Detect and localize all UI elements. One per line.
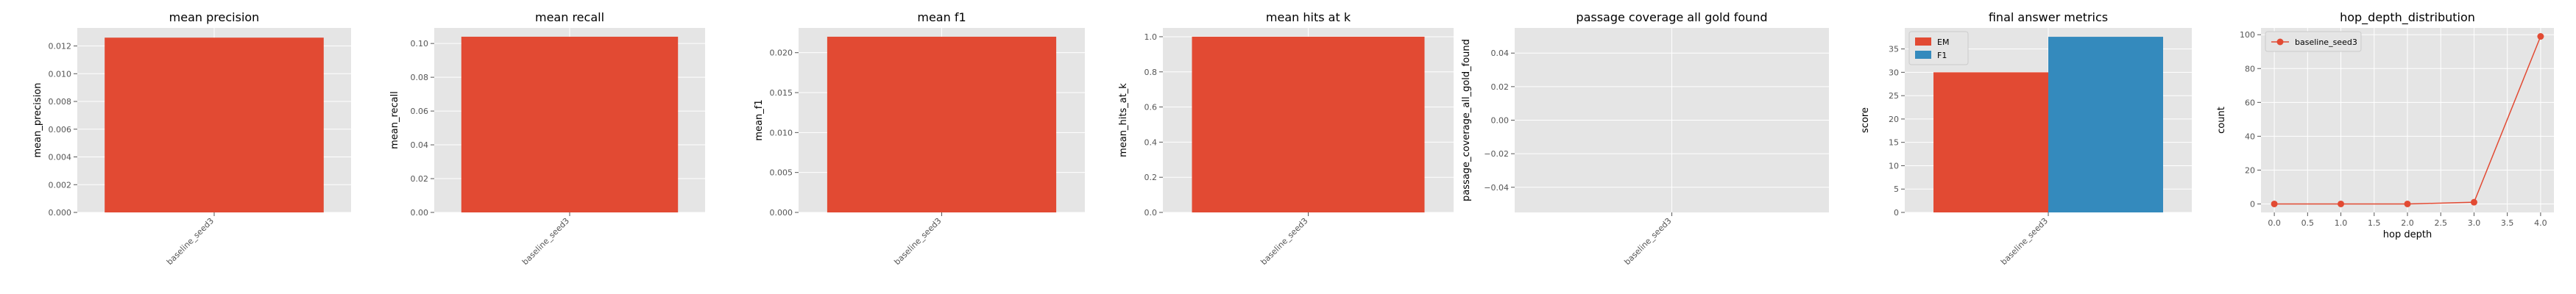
y-tick-label: 0.8 bbox=[1144, 68, 1158, 77]
subplot-title: passage coverage all gold found bbox=[1576, 10, 1767, 24]
y-tick-label: −0.04 bbox=[1484, 183, 1509, 193]
subplot-5: −0.04 −0.02 0.00 0.02 0.04 baseline_seed3 pass… bbox=[1461, 10, 1829, 267]
y-tick-label: 35 bbox=[1889, 45, 1899, 54]
legend-label: F1 bbox=[1937, 51, 1947, 60]
y-tick-label: 0 bbox=[1894, 208, 1899, 218]
y-tick-label: 0.08 bbox=[411, 73, 429, 82]
x-tick-label: baseline_seed3 bbox=[892, 216, 943, 267]
y-tick-label: 0.000 bbox=[49, 208, 72, 218]
y-tick-label: 0.6 bbox=[1144, 103, 1158, 112]
x-tick-label: 4.0 bbox=[2534, 218, 2547, 228]
x-axis-label: hop depth bbox=[2383, 229, 2432, 240]
y-tick-label: 0.004 bbox=[49, 153, 72, 162]
y-axis-label: count bbox=[2216, 107, 2227, 134]
subplot-7: 0 20 40 60 80 100 0.0 0.5 1.0 1.5 2.0 2.5 3.0 3.5 4.0 h… bbox=[2216, 10, 2554, 240]
x-tick-label: 3.5 bbox=[2501, 218, 2514, 228]
y-tick-label: 0.008 bbox=[49, 97, 72, 107]
y-axis-label: passage_coverage_all_gold_found bbox=[1461, 39, 1472, 201]
y-tick-label: 0.015 bbox=[770, 88, 793, 98]
bar bbox=[105, 37, 324, 212]
data-point bbox=[2271, 200, 2278, 207]
data-point bbox=[2470, 198, 2477, 206]
legend-swatch bbox=[1915, 51, 1931, 59]
x-tick-label: baseline_seed3 bbox=[1622, 216, 1673, 267]
subplot-4: 0.0 0.2 0.4 0.6 0.8 1.0 baseline_seed3 mean hit… bbox=[1118, 10, 1454, 267]
legend-box bbox=[2265, 31, 2362, 52]
y-axis-label: mean_precision bbox=[32, 82, 43, 157]
subplot-title: mean f1 bbox=[917, 10, 966, 24]
bar bbox=[461, 36, 679, 213]
data-point bbox=[2537, 33, 2544, 40]
x-tick-label: 1.0 bbox=[2335, 218, 2348, 228]
y-axis-label: mean_hits_at_k bbox=[1118, 83, 1129, 157]
subplot-title: mean hits at k bbox=[1266, 10, 1351, 24]
y-tick-label: 0.010 bbox=[49, 69, 72, 79]
x-tick-label: 3.0 bbox=[2468, 218, 2481, 228]
y-tick-label: 0.012 bbox=[49, 42, 72, 51]
y-tick-label: 40 bbox=[2245, 132, 2255, 141]
y-tick-label: 0.04 bbox=[1491, 49, 1510, 58]
y-axis-label: mean_f1 bbox=[754, 99, 765, 140]
y-tick-label: 0.04 bbox=[411, 140, 429, 150]
y-tick-label: 0.010 bbox=[770, 128, 793, 137]
x-tick-label: baseline_seed3 bbox=[520, 216, 571, 267]
y-tick-label: 0.02 bbox=[1491, 82, 1510, 92]
bar bbox=[1192, 36, 1425, 213]
y-tick-label: 0.005 bbox=[770, 168, 793, 178]
y-tick-label: 0.4 bbox=[1144, 137, 1158, 147]
y-tick-label: 30 bbox=[1889, 68, 1899, 77]
subplot-2: 0.00 0.02 0.04 0.06 0.08 0.10 baseline_seed3 me… bbox=[389, 10, 705, 267]
y-tick-label: 15 bbox=[1889, 138, 1899, 148]
y-tick-label: 0.2 bbox=[1144, 173, 1158, 182]
y-tick-label: 20 bbox=[2245, 165, 2255, 175]
legend-marker bbox=[2276, 38, 2284, 46]
legend-label: baseline_seed3 bbox=[2295, 37, 2357, 47]
y-tick-label: 20 bbox=[1889, 115, 1899, 124]
y-tick-label: 0.006 bbox=[49, 125, 72, 135]
subplot-title: hop_depth_distribution bbox=[2340, 10, 2475, 25]
legend-label: EM bbox=[1937, 37, 1949, 47]
bar-em bbox=[1933, 72, 2048, 212]
x-tick-label: baseline_seed3 bbox=[165, 216, 216, 267]
y-tick-label: 25 bbox=[1889, 91, 1899, 101]
x-tick-label: 2.5 bbox=[2434, 218, 2447, 228]
y-tick-label: 0.00 bbox=[411, 208, 429, 218]
y-tick-label: 0.002 bbox=[49, 180, 72, 190]
x-tick-label: baseline_seed3 bbox=[1999, 216, 2050, 267]
x-tick-label: 2.0 bbox=[2401, 218, 2414, 228]
y-tick-label: 0 bbox=[2250, 199, 2255, 209]
y-tick-label: 10 bbox=[1889, 161, 1899, 171]
y-tick-label: 0.020 bbox=[770, 49, 793, 58]
y-tick-label: 0.06 bbox=[411, 107, 429, 116]
subplot-title: mean precision bbox=[169, 10, 260, 24]
x-tick-label: 0.5 bbox=[2301, 218, 2315, 228]
y-tick-label: 1.0 bbox=[1144, 32, 1158, 42]
data-point bbox=[2338, 200, 2345, 207]
y-tick-label: 100 bbox=[2240, 30, 2255, 40]
bar-f1 bbox=[2048, 37, 2163, 212]
subplot-6: 0 5 10 15 20 25 30 35 baseline_seed3 final answer… bbox=[1860, 10, 2192, 267]
y-tick-label: 80 bbox=[2245, 64, 2255, 74]
y-tick-label: −0.02 bbox=[1484, 149, 1509, 159]
y-tick-label: 0.10 bbox=[411, 39, 429, 49]
y-axis-label: score bbox=[1860, 107, 1871, 133]
subplot-title: final answer metrics bbox=[1989, 10, 2108, 24]
x-tick-label: 0.0 bbox=[2268, 218, 2281, 228]
subplot-3: 0.000 0.005 0.010 0.015 0.020 baseline_seed3 m… bbox=[754, 10, 1085, 267]
subplot-title: mean recall bbox=[535, 10, 604, 24]
y-tick-label: 0.00 bbox=[1491, 116, 1510, 126]
y-tick-label: 0.000 bbox=[770, 208, 793, 218]
legend-swatch bbox=[1915, 37, 1931, 46]
y-tick-label: 5 bbox=[1894, 184, 1899, 194]
data-point bbox=[2404, 200, 2411, 207]
bar bbox=[827, 36, 1057, 213]
y-axis-label: mean_recall bbox=[389, 91, 400, 149]
y-tick-label: 60 bbox=[2245, 98, 2255, 107]
x-tick-label: 1.5 bbox=[2368, 218, 2381, 228]
y-tick-label: 0.02 bbox=[411, 174, 429, 184]
subplot-1: 0.000 0.002 0.004 0.006 0.008 0.010 0.012 basel… bbox=[32, 10, 351, 267]
x-tick-label: baseline_seed3 bbox=[1259, 216, 1309, 267]
y-tick-label: 0.0 bbox=[1144, 208, 1158, 218]
